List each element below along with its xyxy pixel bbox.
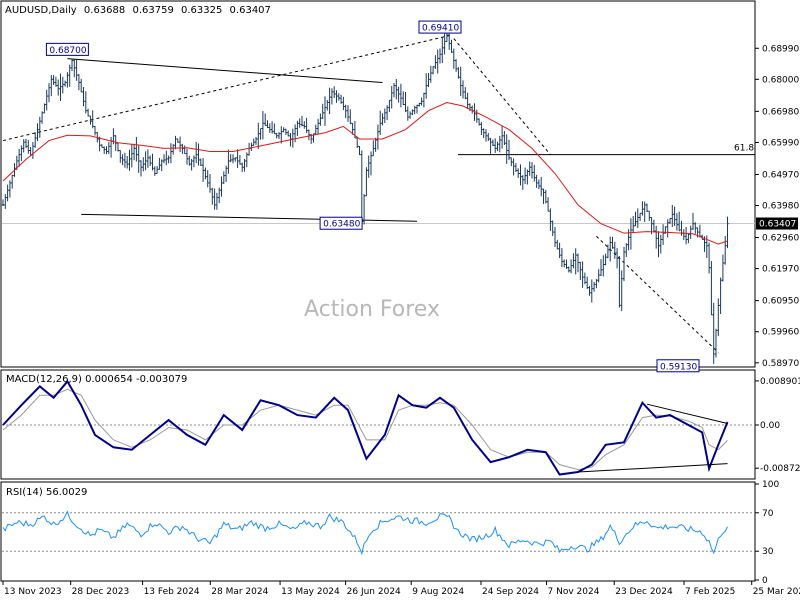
macd-ytick-label: 0.008901 bbox=[760, 377, 800, 387]
macd-ytick-label: 0.00 bbox=[760, 421, 780, 431]
x-tick-label: 13 Feb 2024 bbox=[144, 587, 200, 597]
price-annotation-box bbox=[319, 216, 363, 230]
x-tick-label: 23 Dec 2024 bbox=[615, 587, 673, 597]
price-ytick-label: 0.66980 bbox=[762, 107, 799, 117]
rsi-grid bbox=[2, 512, 755, 552]
price-grid: 61.8 bbox=[2, 144, 755, 225]
macd-main-line bbox=[2, 379, 729, 476]
x-tick-label: 28 Mar 2024 bbox=[211, 587, 268, 597]
price-panel-frame bbox=[0, 0, 756, 368]
x-tick-label: 7 Nov 2024 bbox=[548, 587, 600, 597]
price-annotations: 0.68700 0.69410 0.63480 0.59130 bbox=[45, 20, 700, 373]
price-ytick-label: 0.60950 bbox=[762, 297, 799, 307]
fib-level-label: 61.8 bbox=[734, 144, 754, 154]
price-trendline bbox=[596, 235, 719, 353]
x-tick-label: 24 Sep 2024 bbox=[482, 587, 539, 597]
price-trendline bbox=[2, 34, 452, 142]
current-price-box bbox=[756, 217, 798, 230]
rsi-line bbox=[2, 510, 728, 556]
macd-lines bbox=[2, 379, 729, 476]
moving-average-line bbox=[2, 102, 728, 245]
macd-trendline bbox=[646, 403, 728, 425]
ohlc-high: 0.63759 bbox=[132, 5, 173, 16]
macd-signal-line bbox=[2, 388, 728, 471]
x-tick-label: 9 Aug 2024 bbox=[412, 587, 464, 597]
price-annotation-box bbox=[656, 359, 700, 373]
rsi-ytick-label: 70 bbox=[762, 509, 774, 519]
symbol-label: AUDUSD,Daily bbox=[5, 5, 77, 16]
price-ytick-label: 0.59960 bbox=[762, 328, 799, 338]
price-y-axis: 0.68990 0.68000 0.66980 0.65990 0.64970 0.639… bbox=[755, 44, 799, 369]
price-annotation-box bbox=[45, 42, 89, 56]
macd-label: MACD(12,26,9) 0.000654 -0.003079 bbox=[6, 374, 187, 385]
macd-ytick-label: -0.008729 bbox=[760, 464, 800, 474]
rsi-panel-frame bbox=[0, 481, 756, 582]
macd-y-axis: 0.008901 0.00 -0.008729 bbox=[755, 377, 800, 474]
x-tick-label: 13 May 2024 bbox=[281, 587, 340, 597]
ohlc-low: 0.63325 bbox=[181, 5, 222, 16]
price-ytick-label: 0.64970 bbox=[762, 170, 799, 180]
current-price-label: 0.63407 bbox=[759, 220, 796, 230]
rsi-lines bbox=[2, 510, 728, 556]
macd-trendline bbox=[577, 463, 728, 473]
price-ytick-label: 0.61970 bbox=[762, 265, 799, 275]
price-annotation-label: 0.63480 bbox=[323, 220, 360, 230]
rsi-y-axis: 100 70 30 0 bbox=[755, 480, 779, 586]
price-annotation-box bbox=[418, 20, 462, 34]
rsi-ytick-label: 100 bbox=[762, 480, 779, 490]
price-annotation-label: 0.59130 bbox=[660, 362, 697, 372]
watermark: Action Forex bbox=[304, 297, 440, 322]
price-trendline bbox=[67, 58, 383, 83]
ohlc-open: 0.63688 bbox=[84, 5, 125, 16]
moving-average-series bbox=[2, 102, 728, 245]
rsi-label: RSI(14) 56.0029 bbox=[6, 487, 87, 498]
x-tick-label: 26 Jun 2024 bbox=[347, 587, 401, 597]
price-ytick-label: 0.68990 bbox=[762, 44, 799, 54]
chart-header: AUDUSD,Daily 0.63688 0.63759 0.63325 0.6… bbox=[5, 5, 271, 16]
x-tick-label: 25 Mar 2025 bbox=[753, 587, 800, 597]
price-ytick-label: 0.68000 bbox=[762, 75, 799, 85]
x-tick-label: 28 Dec 2023 bbox=[72, 587, 129, 597]
price-trendline bbox=[453, 38, 551, 155]
price-ytick-label: 0.62960 bbox=[762, 234, 799, 244]
rsi-ytick-label: 0 bbox=[762, 576, 768, 586]
rsi-ytick-label: 30 bbox=[762, 547, 774, 557]
ohlc-close: 0.63407 bbox=[230, 5, 271, 16]
x-tick-label: 13 Nov 2023 bbox=[4, 587, 62, 597]
price-ytick-label: 0.65990 bbox=[762, 138, 799, 148]
price-annotation-label: 0.68700 bbox=[49, 46, 86, 56]
x-tick-label: 7 Feb 2025 bbox=[685, 587, 735, 597]
price-annotation-label: 0.69410 bbox=[422, 24, 459, 34]
price-ytick-label: 0.63980 bbox=[762, 202, 799, 212]
price-ytick-label: 0.58970 bbox=[762, 359, 799, 369]
x-axis: 13 Nov 2023 28 Dec 2023 13 Feb 2024 28 Mar … bbox=[2, 581, 800, 597]
